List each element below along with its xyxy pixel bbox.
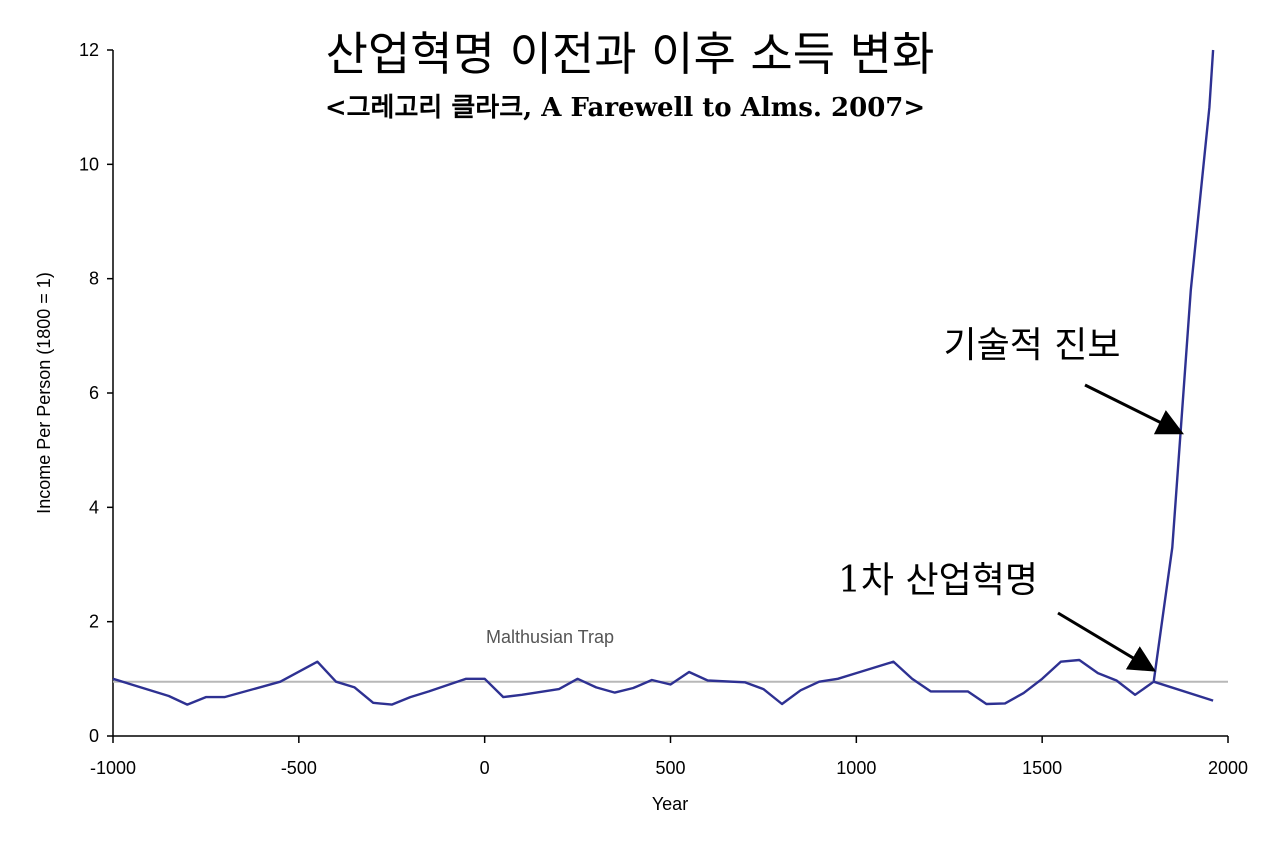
chart-title: 산업혁명 이전과 이후 소득 변화 [326, 27, 935, 81]
y-tick-label: 0 [89, 726, 99, 746]
y-tick-label: 2 [89, 612, 99, 632]
y-tick-label: 4 [89, 497, 99, 517]
arrow-industrial-revolution [1057, 611, 1156, 672]
x-tick-label: 500 [655, 758, 685, 778]
y-ticks: 0 2 4 6 8 10 12 [79, 40, 113, 746]
x-tick-label: -1000 [90, 758, 136, 778]
annotation-industrial-revolution: 1차 산업혁명 [838, 560, 1038, 601]
series-line-0 [112, 49, 1215, 706]
annotation-tech-progress: 기술적 진보 [943, 325, 1120, 366]
series-group [112, 49, 1215, 706]
x-tick-label: -500 [281, 758, 317, 778]
x-tick-label: 2000 [1208, 758, 1248, 778]
malthusian-trap-label: Malthusian Trap [486, 627, 614, 647]
x-tick-label: 1500 [1022, 758, 1062, 778]
x-axis-label: Year [652, 794, 688, 814]
x-ticks: -1000 -500 0 500 1000 1500 2000 [90, 736, 1248, 778]
y-axis-label: Income Per Person (1800 = 1) [34, 272, 54, 514]
y-tick-label: 6 [89, 383, 99, 403]
series-line-1 [1153, 680, 1214, 702]
y-tick-label: 12 [79, 40, 99, 60]
y-tick-label: 8 [89, 269, 99, 289]
arrow-tech-progress [1084, 383, 1184, 435]
y-tick-label: 10 [79, 154, 99, 174]
chart-subtitle: <그레고리 클라크, A Farewell to Alms. 2007> [325, 93, 925, 123]
x-tick-label: 0 [480, 758, 490, 778]
x-tick-label: 1000 [836, 758, 876, 778]
